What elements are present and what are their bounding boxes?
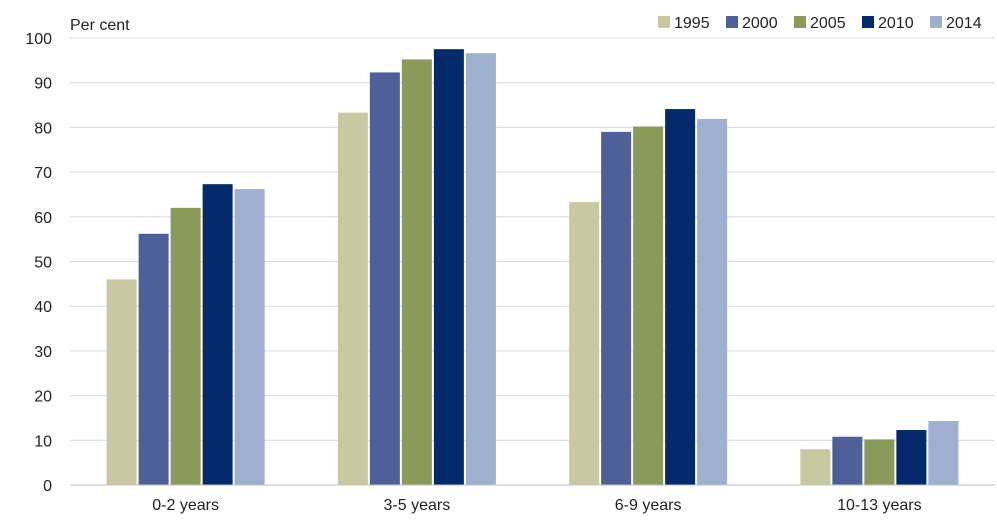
x-category-label: 10-13 years (837, 497, 922, 514)
y-tick-label: 20 (34, 389, 52, 406)
bar-2000-10-13-years (832, 436, 863, 485)
y-tick-label: 10 (34, 433, 52, 450)
legend-swatch-2000 (726, 16, 738, 28)
legend-swatch-2005 (794, 16, 806, 28)
legend-label-2010: 2010 (878, 15, 914, 32)
legend-swatch-1995 (658, 16, 670, 28)
legend-label-2014: 2014 (946, 15, 982, 32)
bar-2010-0-2-years (202, 184, 233, 485)
bar-2005-0-2-years (170, 207, 201, 486)
bar-2010-10-13-years (896, 430, 927, 485)
y-tick-label: 90 (34, 76, 52, 93)
bar-2000-6-9-years (601, 131, 632, 485)
bar-2005-3-5-years (401, 59, 432, 486)
y-axis-title: Per cent (70, 17, 130, 34)
y-tick-label: 80 (34, 120, 52, 137)
bar-1995-10-13-years (800, 449, 831, 485)
bars (106, 49, 959, 486)
y-tick-label: 0 (43, 478, 52, 495)
y-tick-label: 50 (34, 255, 52, 272)
bar-1995-6-9-years (569, 202, 600, 485)
bar-2005-10-13-years (864, 439, 895, 485)
legend: 1995 2000 2005 2010 2014 (658, 15, 982, 32)
legend-swatch-2010 (862, 16, 874, 28)
bar-1995-3-5-years (337, 112, 368, 486)
bar-2014-10-13-years (928, 421, 959, 485)
x-category-label: 3-5 years (384, 497, 451, 514)
x-axis-categories: 0-2 years 3-5 years 6-9 years 10-13 years (152, 497, 921, 514)
bar-2014-6-9-years (697, 118, 728, 486)
bar-1995-0-2-years (106, 279, 137, 485)
bar-2000-3-5-years (369, 72, 400, 485)
bar-2014-0-2-years (234, 189, 265, 485)
y-tick-label: 60 (34, 210, 52, 227)
bar-2010-3-5-years (433, 49, 464, 486)
x-category-label: 0-2 years (152, 497, 219, 514)
bar-2014-3-5-years (465, 53, 496, 486)
bar-2000-0-2-years (138, 233, 169, 485)
bar-2010-6-9-years (665, 109, 696, 485)
legend-label-2000: 2000 (742, 15, 778, 32)
legend-label-1995: 1995 (674, 15, 710, 32)
x-category-label: 6-9 years (615, 497, 682, 514)
legend-label-2005: 2005 (810, 15, 846, 32)
y-tick-label: 100 (25, 31, 52, 48)
y-tick-label: 40 (34, 299, 52, 316)
y-axis-ticks: 0 10 20 30 40 50 60 70 80 90 100 (25, 31, 52, 495)
bar-2005-6-9-years (633, 126, 664, 486)
legend-swatch-2014 (930, 16, 942, 28)
y-tick-label: 30 (34, 344, 52, 361)
y-tick-label: 70 (34, 165, 52, 182)
